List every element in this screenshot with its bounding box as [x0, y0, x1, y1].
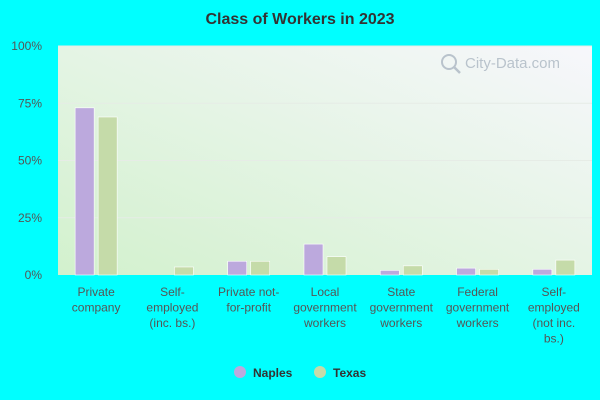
magnifier-icon [441, 54, 457, 70]
chart-title: Class of Workers in 2023 [205, 11, 394, 28]
legend: Naples Texas [234, 366, 366, 380]
x-category-label: company [72, 301, 121, 315]
x-category-label: Private not- [218, 285, 279, 299]
x-category-label: employed [528, 301, 580, 315]
x-category-label: State [387, 285, 415, 299]
x-category-label: workers [303, 316, 346, 330]
legend-label-naples: Naples [253, 366, 293, 380]
x-category-label: Self- [542, 285, 567, 299]
bars [74, 107, 576, 276]
bar-naples-5 [456, 267, 476, 276]
bar-texas-5 [479, 268, 499, 276]
y-tick-label: 0% [25, 268, 43, 282]
x-category-label: (inc. bs.) [149, 316, 195, 330]
x-category-label: Local [311, 285, 340, 299]
bar-naples-3 [303, 243, 324, 276]
y-tick-label: 50% [18, 154, 42, 168]
magnifier-handle [453, 66, 461, 74]
bar-texas-4 [402, 265, 423, 276]
watermark: City-Data.com [441, 54, 560, 74]
y-tick-label: 100% [11, 39, 42, 53]
bar-naples-0 [74, 107, 95, 276]
y-tick-label: 25% [18, 211, 42, 225]
x-category-label: Federal [457, 285, 498, 299]
y-tick-label: 75% [18, 96, 42, 110]
x-category-label: government [370, 301, 434, 315]
bar-texas-0 [97, 116, 118, 276]
x-category-label: employed [146, 301, 198, 315]
x-category-label: bs.) [544, 332, 564, 346]
x-category-label: government [293, 301, 357, 315]
x-category-label: workers [379, 316, 422, 330]
legend-swatch-naples [234, 366, 246, 378]
bar-naples-4 [379, 270, 400, 276]
x-category-label: Self- [160, 285, 185, 299]
y-axis-ticks: 0% 25% 50% 75% 100% [11, 39, 42, 282]
bar-texas-2 [250, 260, 271, 276]
legend-label-texas: Texas [333, 366, 366, 380]
bar-texas-1 [174, 266, 194, 276]
bar-texas-3 [326, 256, 347, 276]
x-category-label: Private [77, 285, 115, 299]
bar-texas-6 [555, 259, 576, 276]
bar-naples-2 [227, 260, 248, 276]
bar-naples-6 [532, 268, 553, 276]
grid [58, 45, 592, 219]
legend-swatch-texas [314, 366, 326, 378]
x-category-label: workers [456, 316, 499, 330]
x-category-label: government [446, 301, 510, 315]
watermark-text: City-Data.com [465, 55, 560, 72]
x-category-label: (not inc. [533, 316, 576, 330]
x-category-label: for-profit [226, 301, 271, 315]
